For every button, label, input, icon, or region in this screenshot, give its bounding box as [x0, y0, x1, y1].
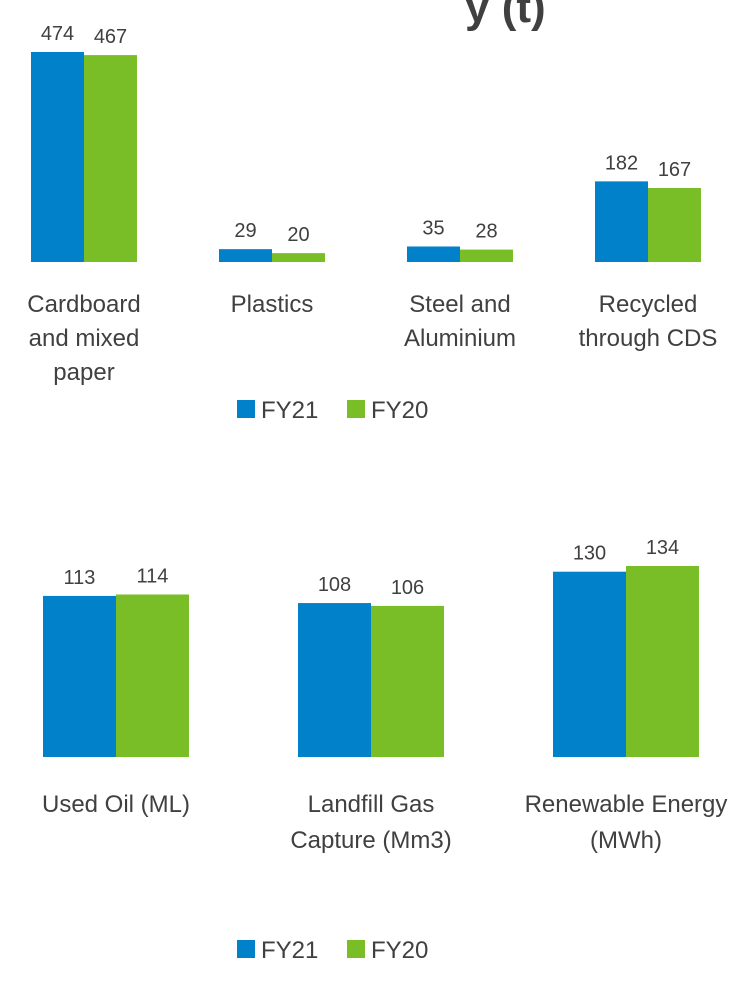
category-label-0-2: paper: [53, 359, 114, 386]
legend-label-fy21: FY21: [261, 937, 318, 964]
category-label-0-0: Used Oil (ML): [42, 791, 190, 818]
data-label-fy20-2: 28: [475, 221, 497, 243]
bar-fy21-1: [219, 249, 272, 262]
category-label-0-0: Cardboard: [27, 291, 140, 318]
category-label-2-0: Renewable Energy: [525, 791, 728, 818]
legend-label-fy21: FY21: [261, 397, 318, 424]
bar-fy21-3: [595, 181, 648, 262]
data-label-fy20-2: 134: [646, 537, 679, 559]
category-label-1-0: Plastics: [231, 291, 314, 318]
data-label-fy20-1: 20: [287, 224, 309, 246]
category-label-0-1: and mixed: [29, 325, 140, 352]
legend-label-fy20: FY20: [371, 937, 428, 964]
category-label-3-0: Recycled: [599, 291, 698, 318]
bar-fy21-2: [553, 571, 626, 757]
data-label-fy21-0: 113: [64, 567, 96, 589]
legend-swatch-fy21: [237, 400, 255, 418]
legend-swatch-fy20: [347, 940, 365, 958]
category-label-1-0: Landfill Gas: [308, 791, 435, 818]
data-label-fy20-0: 114: [137, 566, 169, 588]
bar-fy20-1: [272, 253, 325, 262]
legend-swatch-fy20: [347, 400, 365, 418]
bar-fy20-0: [84, 55, 137, 263]
data-label-fy21-2: 130: [573, 543, 606, 565]
category-label-2-0: Steel and: [409, 291, 510, 318]
chart-recycling: 474 467 Cardboard and mixed paper 29 20 Plastic…: [27, 23, 717, 424]
bar-fy20-2: [626, 566, 699, 757]
bar-fy21-0: [43, 595, 116, 757]
bar-fy21-1: [298, 603, 371, 757]
bar-fy20-1: [371, 605, 444, 757]
data-label-fy21-1: 29: [234, 220, 256, 242]
category-label-2-1: (MWh): [590, 827, 662, 854]
data-label-fy21-0: 474: [41, 23, 74, 45]
data-label-fy21-1: 108: [318, 574, 351, 596]
category-label-3-1: through CDS: [579, 325, 718, 352]
bar-fy20-0: [116, 594, 189, 757]
data-label-fy21-2: 35: [422, 217, 444, 239]
legend-swatch-fy21: [237, 940, 255, 958]
data-label-fy21-3: 182: [605, 152, 638, 174]
data-label-fy20-1: 106: [391, 577, 424, 599]
data-label-fy20-3: 167: [658, 159, 691, 181]
chart-resource-recovery: 113 114 Used Oil (ML) 108 106 Landfill Gas Cap…: [42, 537, 727, 964]
bar-fy20-2: [460, 249, 513, 262]
data-label-fy20-0: 467: [94, 26, 127, 48]
bar-fy21-0: [31, 52, 84, 262]
category-label-1-1: Capture (Mm3): [290, 827, 451, 854]
bar-fy20-3: [648, 188, 701, 262]
chart-title-fragment: y (t): [465, 0, 546, 32]
legend-label-fy20: FY20: [371, 397, 428, 424]
category-label-2-1: Aluminium: [404, 325, 516, 352]
bar-fy21-2: [407, 246, 460, 262]
